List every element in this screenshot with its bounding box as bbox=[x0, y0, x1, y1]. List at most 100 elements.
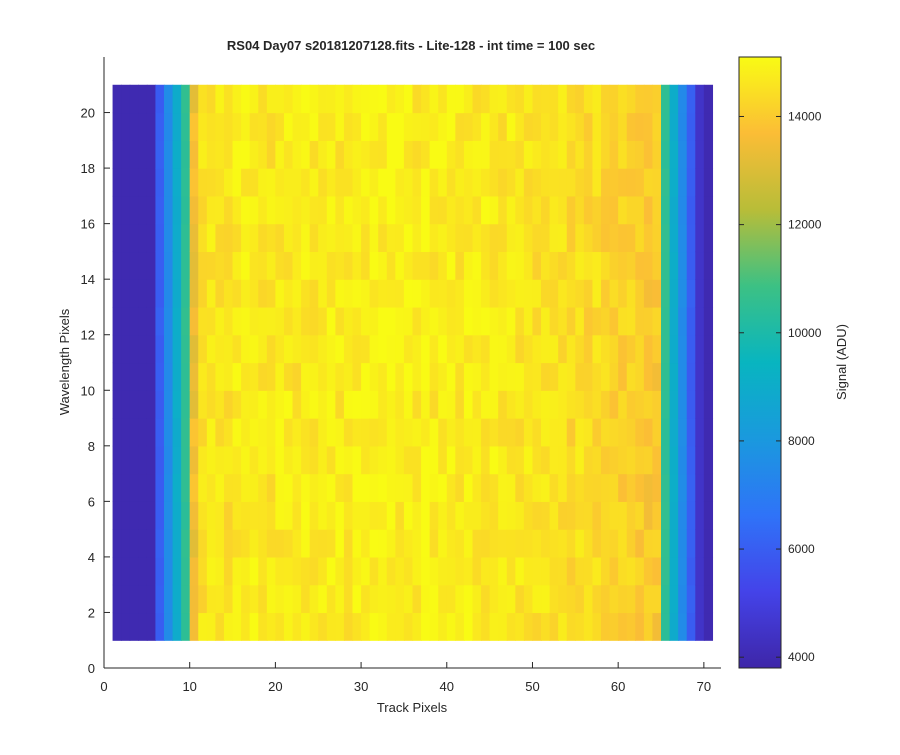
heatmap-cell bbox=[283, 306, 294, 336]
heatmap-cell bbox=[301, 112, 311, 141]
heatmap-cell bbox=[678, 473, 688, 502]
heatmap-cell bbox=[361, 390, 371, 419]
heatmap-cell bbox=[678, 168, 688, 197]
heatmap-cell bbox=[515, 195, 525, 225]
heatmap-cell bbox=[361, 584, 371, 614]
heatmap-cell bbox=[121, 306, 131, 336]
heatmap-cell bbox=[223, 279, 234, 308]
heatmap-cell bbox=[412, 251, 422, 280]
heatmap-cell bbox=[515, 362, 525, 391]
heatmap-cell bbox=[266, 473, 276, 502]
heatmap-cell bbox=[301, 223, 311, 253]
heatmap-cell bbox=[566, 140, 576, 169]
heatmap-cell bbox=[455, 501, 465, 530]
heatmap-cell bbox=[592, 223, 602, 253]
heatmap-cell bbox=[335, 306, 345, 336]
heatmap-cell bbox=[129, 84, 139, 114]
heatmap-cell bbox=[326, 279, 336, 308]
heatmap-cell bbox=[489, 362, 499, 391]
heatmap-cell bbox=[343, 612, 354, 641]
heatmap-cell bbox=[249, 334, 259, 364]
heatmap-cell bbox=[258, 362, 268, 391]
heatmap-cell bbox=[309, 223, 319, 253]
heatmap-cell bbox=[626, 612, 636, 641]
heatmap-cell bbox=[481, 445, 491, 475]
heatmap-cell bbox=[361, 251, 371, 280]
heatmap-cell bbox=[138, 556, 148, 586]
heatmap-cell bbox=[601, 195, 611, 225]
heatmap-cell bbox=[481, 112, 491, 141]
heatmap-cell bbox=[395, 279, 405, 308]
heatmap-cell bbox=[223, 529, 234, 558]
heatmap-cell bbox=[515, 223, 525, 253]
heatmap-cell bbox=[421, 418, 431, 447]
heatmap-cell bbox=[275, 556, 285, 586]
heatmap-cell bbox=[343, 334, 354, 364]
heatmap-cell bbox=[232, 84, 242, 114]
heatmap-cell bbox=[558, 556, 568, 586]
heatmap-cell bbox=[652, 529, 662, 558]
heatmap-cell bbox=[249, 251, 259, 280]
heatmap-cell bbox=[618, 306, 628, 336]
x-axis-label: Track Pixels bbox=[377, 700, 448, 715]
heatmap-cell bbox=[541, 223, 551, 253]
heatmap-cell bbox=[678, 362, 688, 391]
heatmap-cell bbox=[215, 529, 225, 558]
heatmap-cell bbox=[163, 140, 174, 169]
heatmap-cell bbox=[155, 556, 165, 586]
heatmap-cell bbox=[403, 334, 414, 364]
heatmap-cell bbox=[309, 473, 319, 502]
heatmap-cell bbox=[386, 362, 396, 391]
heatmap-cell bbox=[609, 445, 619, 475]
heatmap-cell bbox=[421, 612, 431, 641]
heatmap-cell bbox=[489, 84, 499, 114]
heatmap-cell bbox=[386, 84, 396, 114]
heatmap-cell bbox=[378, 473, 388, 502]
heatmap-cell bbox=[532, 529, 542, 558]
heatmap-cell bbox=[309, 501, 319, 530]
heatmap-cell bbox=[558, 362, 568, 391]
heatmap-cell bbox=[275, 168, 285, 197]
heatmap-cell bbox=[181, 612, 191, 641]
heatmap-cell bbox=[232, 112, 242, 141]
heatmap-cell bbox=[686, 84, 696, 114]
heatmap-cell bbox=[429, 223, 439, 253]
heatmap-cell bbox=[446, 362, 456, 391]
heatmap-cell bbox=[421, 445, 431, 475]
heatmap-cell bbox=[403, 362, 414, 391]
heatmap-cell bbox=[412, 306, 422, 336]
heatmap-cell bbox=[506, 556, 516, 586]
heatmap-cell bbox=[541, 195, 551, 225]
heatmap-cell bbox=[232, 501, 242, 530]
heatmap-cell bbox=[421, 251, 431, 280]
heatmap-cell bbox=[412, 418, 422, 447]
heatmap-cell bbox=[421, 112, 431, 141]
heatmap-cell bbox=[438, 501, 448, 530]
heatmap-cell bbox=[318, 556, 328, 586]
heatmap-cell bbox=[241, 529, 251, 558]
heatmap-cell bbox=[206, 112, 216, 141]
heatmap-cell bbox=[481, 334, 491, 364]
heatmap-cell bbox=[498, 112, 508, 141]
heatmap-cell bbox=[326, 501, 336, 530]
heatmap-cell bbox=[138, 529, 148, 558]
heatmap-cell bbox=[215, 390, 225, 419]
heatmap-cell bbox=[575, 168, 585, 197]
heatmap-cell bbox=[292, 168, 302, 197]
heatmap-cell bbox=[541, 501, 551, 530]
heatmap-cell bbox=[566, 501, 576, 530]
heatmap-cell bbox=[352, 473, 362, 502]
heatmap-cell bbox=[489, 445, 499, 475]
heatmap-cell bbox=[643, 306, 654, 336]
heatmap-cell bbox=[438, 140, 448, 169]
heatmap-cell bbox=[661, 556, 671, 586]
heatmap-cell bbox=[575, 529, 585, 558]
heatmap-cell bbox=[506, 501, 516, 530]
heatmap-cell bbox=[626, 390, 636, 419]
y-tick-label: 8 bbox=[88, 439, 95, 454]
heatmap-cell bbox=[472, 223, 482, 253]
heatmap-cell bbox=[481, 195, 491, 225]
heatmap-cell bbox=[301, 306, 311, 336]
heatmap-cell bbox=[661, 251, 671, 280]
heatmap-cell bbox=[429, 418, 439, 447]
